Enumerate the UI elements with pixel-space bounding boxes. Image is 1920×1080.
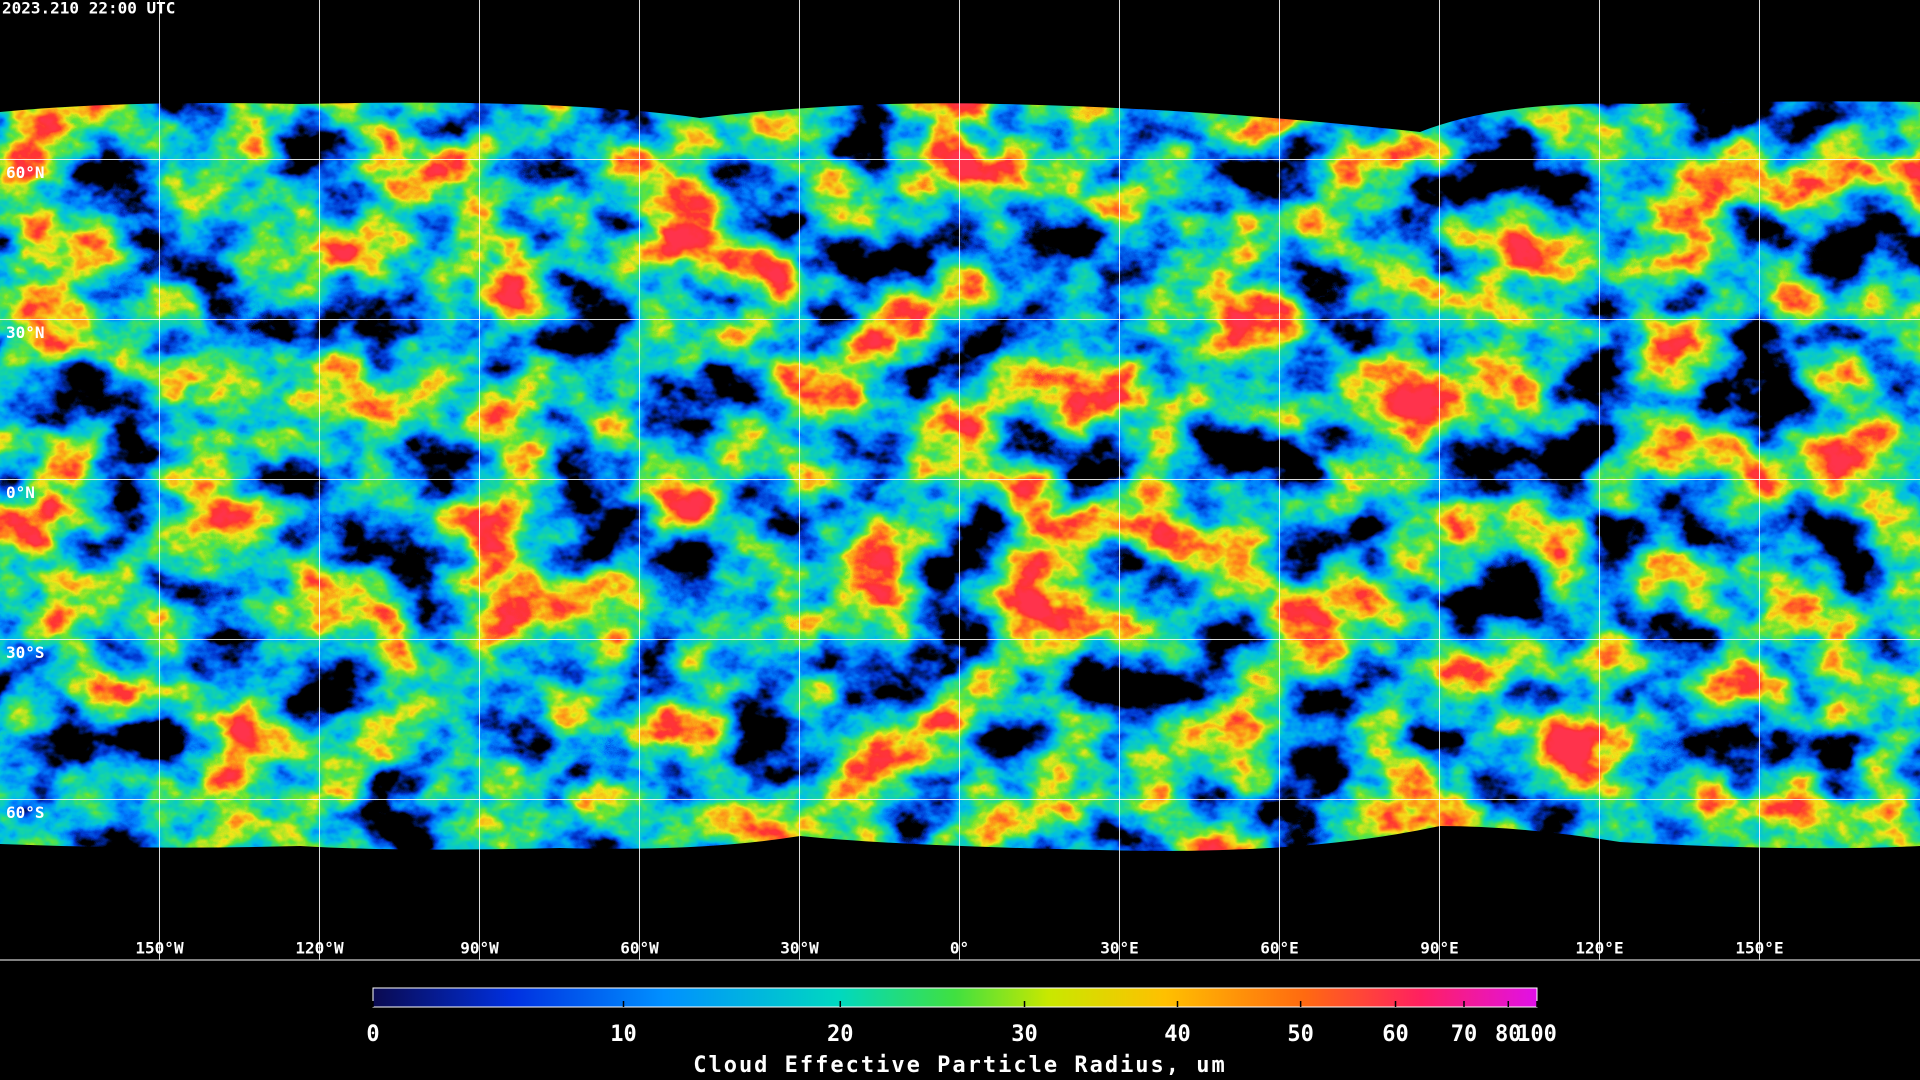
lat-label: 0°N <box>6 483 35 502</box>
colorbar <box>372 987 1538 1008</box>
lon-label: 150°W <box>135 939 184 958</box>
lon-label: 120°W <box>295 939 344 958</box>
lon-label: 90°W <box>460 939 499 958</box>
colorbar-tick-label: 50 <box>1287 1022 1314 1047</box>
colorbar-tick-label: 80 <box>1495 1022 1522 1047</box>
lon-label: 0° <box>950 939 969 958</box>
colorbar-tick-label: 100 <box>1517 1022 1557 1047</box>
lat-label: 60°S <box>6 803 45 822</box>
lat-label: 30°N <box>6 323 45 342</box>
colorbar-tick-label: 20 <box>827 1022 854 1047</box>
lon-label: 60°E <box>1260 939 1299 958</box>
colorbar-tick-label: 0 <box>366 1022 379 1047</box>
lon-label: 150°E <box>1735 939 1783 958</box>
colorbar-tick-label: 10 <box>610 1022 637 1047</box>
lat-label: 30°S <box>6 643 45 662</box>
lat-label: 60°N <box>6 163 45 182</box>
lon-label: 30°W <box>780 939 819 958</box>
colorbar-label: Cloud Effective Particle Radius, um <box>693 1053 1227 1078</box>
lon-label: 120°E <box>1575 939 1623 958</box>
lon-label: 60°W <box>620 939 659 958</box>
lon-label: 30°E <box>1100 939 1139 958</box>
colorbar-tick-label: 40 <box>1164 1022 1191 1047</box>
graticule: 150°W 120°W 90°W 60°W 30°W 0° 30°E 60°E 90°E 120°… <box>0 0 1920 960</box>
lon-label: 90°E <box>1420 939 1459 958</box>
timestamp: 2023.210 22:00 UTC <box>2 0 175 18</box>
colorbar-tick-label: 70 <box>1451 1022 1478 1047</box>
colorbar-tick-label: 60 <box>1382 1022 1409 1047</box>
colorbar-tick-label: 30 <box>1011 1022 1038 1047</box>
